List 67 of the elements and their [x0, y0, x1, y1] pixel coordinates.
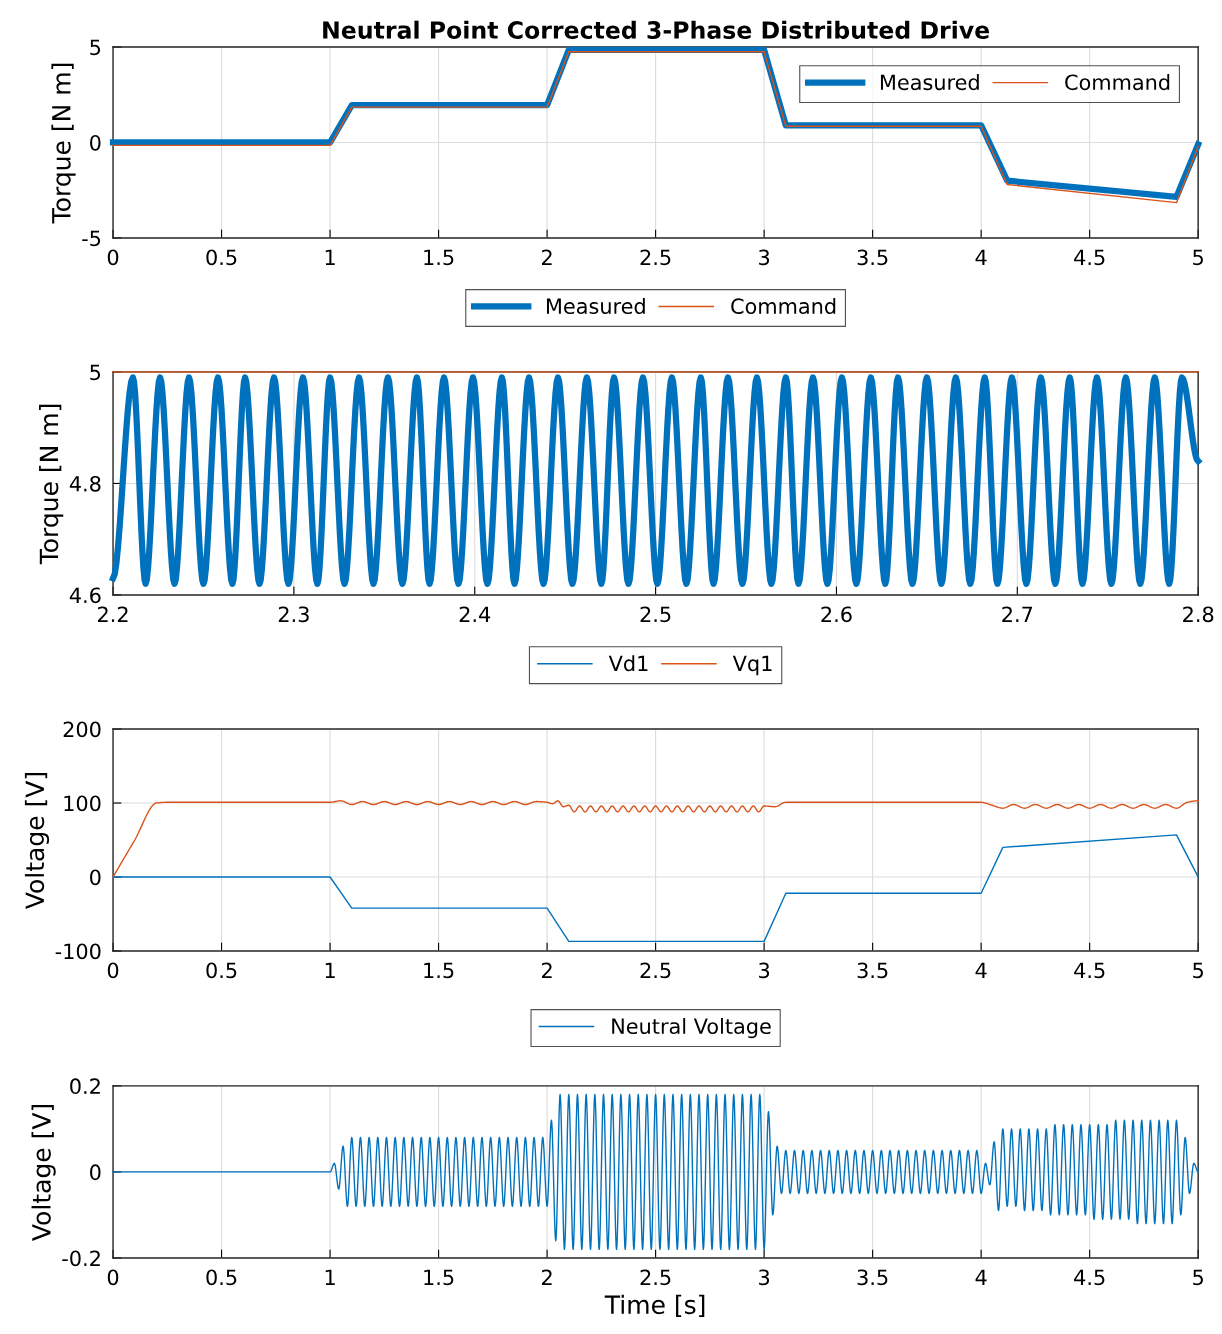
- x-tick-label: 3: [759, 249, 770, 266]
- x-tick-label: 2.5: [640, 606, 671, 623]
- x-tick-label: 5: [1193, 249, 1203, 266]
- x-tick-label: 2.5: [640, 962, 671, 979]
- x-tick-label: 4.5: [1074, 962, 1105, 979]
- x-tick-label: 0: [107, 962, 119, 979]
- x-tick-label: 3.5: [857, 249, 888, 266]
- x-tick-label: 2.5: [640, 249, 671, 266]
- y-tick-label: 0.2: [70, 1078, 100, 1095]
- x-tick-label: 3.5: [857, 962, 888, 979]
- y-axis-title: Torque [N m]: [51, 63, 76, 224]
- x-tick-label: 3.5: [857, 1269, 888, 1286]
- x-axis-title: Time [s]: [604, 1294, 705, 1318]
- x-tick-label: 0.5: [206, 249, 237, 266]
- x-tick-label: 0.5: [206, 1269, 237, 1286]
- x-tick-label: 3: [759, 962, 770, 979]
- x-tick-label: 2.7: [1002, 606, 1033, 622]
- x-tick-label: 5: [1193, 962, 1203, 979]
- legend-label: Command: [731, 297, 836, 315]
- y-tick-label: 0: [90, 1164, 101, 1181]
- x-tick-label: 3: [759, 1269, 770, 1286]
- x-tick-label: 2.8: [1183, 606, 1214, 623]
- x-tick-label: 1.5: [424, 249, 454, 266]
- y-tick-label: 5: [90, 364, 101, 381]
- y-tick-label: -100: [55, 943, 101, 960]
- legend-label: Command: [1065, 74, 1170, 91]
- x-tick-label: 5: [1193, 1269, 1203, 1286]
- x-tick-label: 1.5: [424, 962, 454, 979]
- legend-label: Measured: [546, 297, 645, 315]
- y-axis-title: Voltage [V]: [24, 773, 50, 909]
- x-tick-label: 1.5: [424, 1269, 454, 1286]
- x-tick-label: 1: [325, 249, 335, 265]
- y-axis-title: Torque [N m]: [39, 404, 64, 565]
- x-tick-label: 2: [541, 962, 552, 978]
- legend-label: Measured: [880, 74, 979, 91]
- x-tick-label: 4: [975, 249, 987, 265]
- x-tick-label: 2.2: [98, 606, 128, 622]
- x-tick-label: 2.5: [640, 1269, 671, 1286]
- y-tick-label: 4.8: [69, 475, 101, 492]
- x-tick-label: 0.5: [206, 962, 237, 979]
- y-tick-label: 100: [64, 795, 101, 812]
- x-tick-label: 4.5: [1074, 249, 1105, 266]
- y-tick-label: 0: [90, 869, 101, 886]
- x-tick-label: 1: [325, 1269, 335, 1285]
- y-tick-label: 5: [90, 39, 101, 56]
- chart-title: Neutral Point Corrected 3-Phase Distributed Drive: [323, 20, 990, 39]
- x-tick-label: 1: [325, 962, 335, 978]
- y-axis-title: Voltage [V]: [31, 1104, 56, 1241]
- legend-label: Vd1: [608, 655, 648, 672]
- line-series: [112, 834, 1199, 943]
- y-tick-label: 0: [90, 134, 101, 151]
- x-tick-label: 2.6: [821, 606, 852, 623]
- x-tick-label: 2: [541, 1269, 552, 1285]
- x-tick-label: 2.3: [278, 606, 309, 623]
- x-tick-label: 4.5: [1074, 1269, 1105, 1286]
- x-tick-label: 2.4: [459, 606, 491, 622]
- x-tick-label: 4: [975, 962, 987, 978]
- x-tick-label: 2: [541, 249, 552, 265]
- y-tick-label: 4.6: [69, 587, 101, 604]
- legend-label: Vq1: [732, 655, 772, 676]
- y-tick-label: 200: [63, 721, 101, 738]
- legend-label: Neutral Voltage: [612, 1017, 771, 1039]
- x-tick-label: 4: [975, 1269, 987, 1285]
- y-tick-label: -0.2: [62, 1250, 100, 1267]
- x-tick-label: 0: [107, 249, 119, 266]
- y-tick-label: -5: [82, 230, 101, 247]
- x-tick-label: 0: [107, 1269, 119, 1286]
